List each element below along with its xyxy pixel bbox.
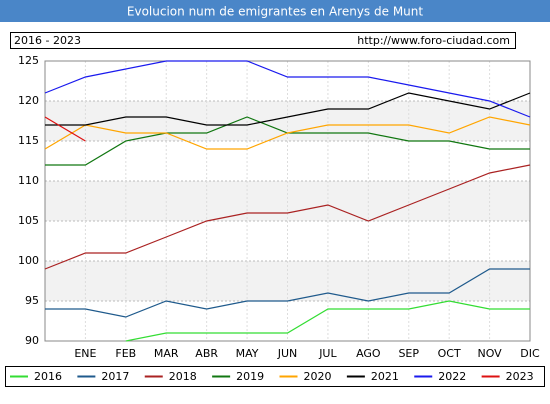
x-tick-label: JUL	[318, 347, 337, 360]
x-tick-label: MAR	[154, 347, 179, 360]
series-line	[45, 92, 531, 126]
x-tick-label: AGO	[356, 347, 381, 360]
chart-title: Evolucion num de emigrantes en Arenys de…	[127, 5, 423, 19]
series-line	[44, 164, 531, 270]
x-tick-label: DIC	[520, 347, 540, 360]
y-tick-label: 90	[25, 334, 39, 347]
x-tick-label: JUN	[277, 347, 298, 360]
x-tick-label: MAY	[236, 347, 259, 360]
legend-label: 2016	[34, 370, 62, 383]
series-line	[44, 60, 531, 118]
legend-label: 2021	[371, 370, 399, 383]
info-box	[10, 32, 516, 49]
y-tick-label: 105	[18, 214, 39, 227]
legend-label: 2019	[236, 370, 264, 383]
series-line	[45, 268, 530, 318]
legend-label: 2023	[506, 370, 534, 383]
x-tick-label: OCT	[438, 347, 461, 360]
x-tick-label: NOV	[477, 347, 502, 360]
y-tick-label: 110	[18, 174, 39, 187]
legend-label: 2017	[101, 370, 129, 383]
x-tick-label: SEP	[398, 347, 419, 360]
x-tick-label: ENE	[74, 347, 96, 360]
series-line	[125, 300, 530, 342]
title-bar	[0, 0, 550, 22]
x-tick-label: FEB	[115, 347, 136, 360]
y-tick-label: 125	[18, 54, 39, 67]
y-tick-label: 95	[25, 294, 39, 307]
legend-label: 2020	[304, 370, 332, 383]
legend-label: 2022	[438, 370, 466, 383]
period: 2016 - 2023	[14, 34, 81, 47]
plot-frame	[44, 60, 531, 342]
x-tick-label: ABR	[195, 347, 218, 360]
legend-label: 2018	[169, 370, 197, 383]
legend-box	[5, 366, 545, 387]
source: http://www.foro-ciudad.com	[357, 34, 510, 47]
series-line	[44, 116, 86, 142]
series-line	[44, 116, 531, 150]
y-tick-label: 120	[18, 94, 39, 107]
y-tick-label: 100	[18, 254, 39, 267]
y-tick-label: 115	[18, 134, 39, 147]
